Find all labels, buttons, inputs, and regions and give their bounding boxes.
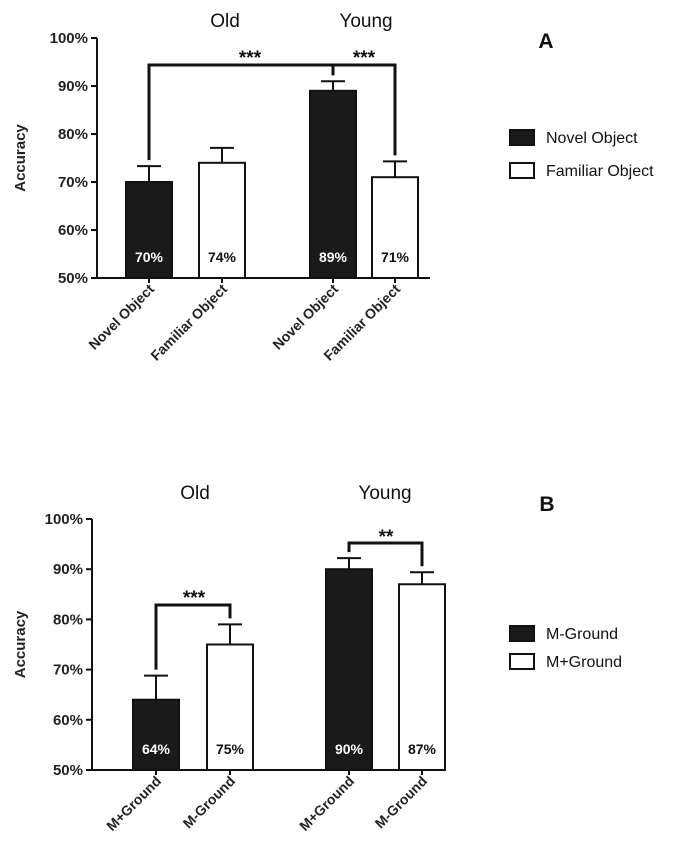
legend-swatch: [509, 625, 535, 642]
bar-value-label: 71%: [381, 249, 410, 265]
group-label: Young: [358, 483, 411, 504]
legend-label: Novel Object: [546, 130, 638, 147]
bar-value-label: 64%: [142, 741, 171, 757]
y-tick-label: 70%: [58, 174, 88, 191]
bar: [132, 698, 180, 771]
significance-bracket: [331, 63, 397, 156]
bar: [125, 181, 173, 279]
x-tick-label: M-Ground: [180, 773, 239, 832]
chart-panel-a: Old Young A 50% 60% 70% 80% 90% 100% Accuracy 70% N…: [12, 11, 654, 364]
chart-panel-b: Old Young B 50% 60% 70% 80% 90% 100% Accuracy 64% M…: [12, 483, 622, 834]
y-tick-label: 100%: [50, 30, 88, 47]
legend-label: M-Ground: [546, 626, 618, 643]
y-tick-label: 80%: [58, 126, 88, 143]
bar-value-label: 87%: [408, 741, 437, 757]
legend-swatch: [509, 653, 535, 670]
legend-label: M+Ground: [546, 654, 622, 671]
legend-label: Familiar Object: [546, 163, 654, 180]
y-tick-label: 70%: [53, 662, 83, 679]
x-tick-label: M+Ground: [103, 773, 164, 834]
y-tick-label: 50%: [58, 270, 88, 287]
bar-value-label: 89%: [319, 249, 348, 265]
y-tick-label: 80%: [53, 611, 83, 628]
y-tick-label: 90%: [53, 561, 83, 578]
y-tick-label: 60%: [53, 712, 83, 729]
bar: [206, 643, 254, 771]
y-axis-title: Accuracy: [12, 610, 29, 678]
y-tick-label: 90%: [58, 78, 88, 95]
bar-value-label: 90%: [335, 741, 364, 757]
significance-bracket: [147, 63, 335, 161]
panel-letter: B: [539, 493, 554, 516]
bar-value-label: 70%: [135, 249, 164, 265]
x-tick-label: M+Ground: [296, 773, 357, 834]
significance-bracket: [347, 541, 424, 567]
y-tick-label: 50%: [53, 762, 83, 779]
bar: [371, 176, 419, 279]
significance-stars: **: [379, 527, 394, 548]
legend-swatch: [509, 162, 535, 179]
group-label: Old: [210, 11, 240, 32]
bar-value-label: 74%: [208, 249, 237, 265]
legend-swatch: [509, 129, 535, 146]
bar: [325, 568, 373, 772]
y-tick-label: 100%: [45, 511, 83, 528]
group-label: Young: [339, 11, 392, 32]
y-tick-label: 60%: [58, 222, 88, 239]
y-axis-title: Accuracy: [12, 124, 29, 192]
panel-letter: A: [538, 30, 553, 53]
significance-bracket: [154, 603, 232, 670]
x-tick-label: M-Ground: [372, 773, 431, 832]
significance-stars: ***: [353, 48, 376, 69]
significance-stars: ***: [239, 48, 262, 69]
bar: [398, 583, 446, 772]
x-tick-label: Familiar Object: [147, 281, 230, 364]
bar-value-label: 75%: [216, 741, 245, 757]
significance-stars: ***: [183, 588, 206, 609]
x-tick-label: Novel Object: [85, 281, 157, 353]
group-label: Old: [180, 483, 210, 504]
